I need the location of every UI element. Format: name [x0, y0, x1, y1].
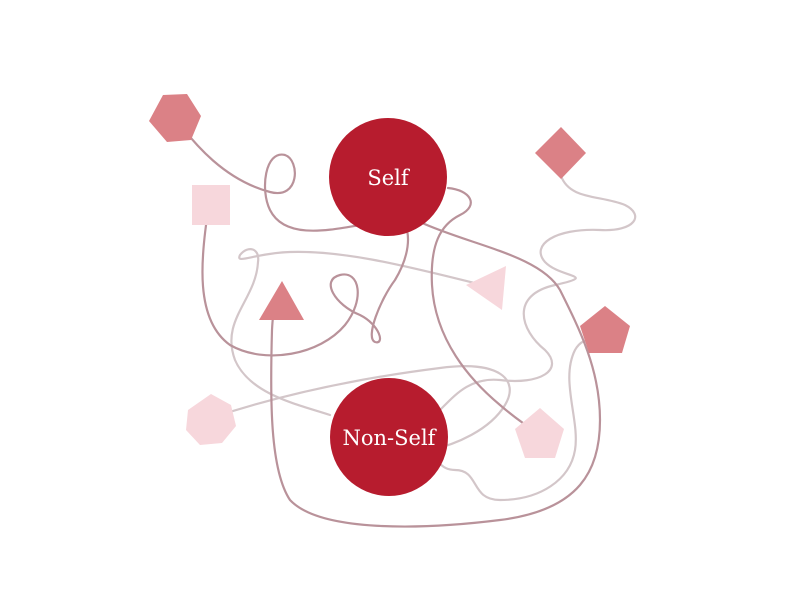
- node-self-circle: [329, 118, 447, 236]
- heptagon-lower-left: [186, 394, 236, 445]
- triangle-center-right: [466, 266, 506, 310]
- thread-triangle-right-loop: [230, 248, 489, 417]
- square-left: [192, 185, 230, 225]
- thread-square-loop: [201, 203, 410, 357]
- pentagon-lower-right: [515, 408, 564, 458]
- triangle-center-left: [259, 281, 304, 320]
- node-non-self-label: Non-Self: [343, 426, 438, 450]
- threads-dark: [173, 116, 602, 528]
- node-self-label: Self: [367, 166, 411, 190]
- node-non-self-circle: [330, 378, 448, 496]
- thread-diamond-to-non-self: [431, 174, 637, 502]
- node-self: Self: [329, 118, 447, 236]
- shapes: [149, 94, 630, 458]
- node-non-self: Non-Self: [330, 378, 448, 496]
- hexagon-top-left: [149, 94, 201, 142]
- thread-hexagon-to-self: [173, 116, 362, 232]
- threads-light: [209, 174, 637, 502]
- thread-heptagon-to-right: [209, 365, 511, 452]
- thread-self-around-loop: [270, 220, 602, 528]
- diamond-top-right: [535, 127, 586, 179]
- thread-self-to-pentagon: [430, 186, 540, 435]
- pentagon-right: [580, 306, 630, 353]
